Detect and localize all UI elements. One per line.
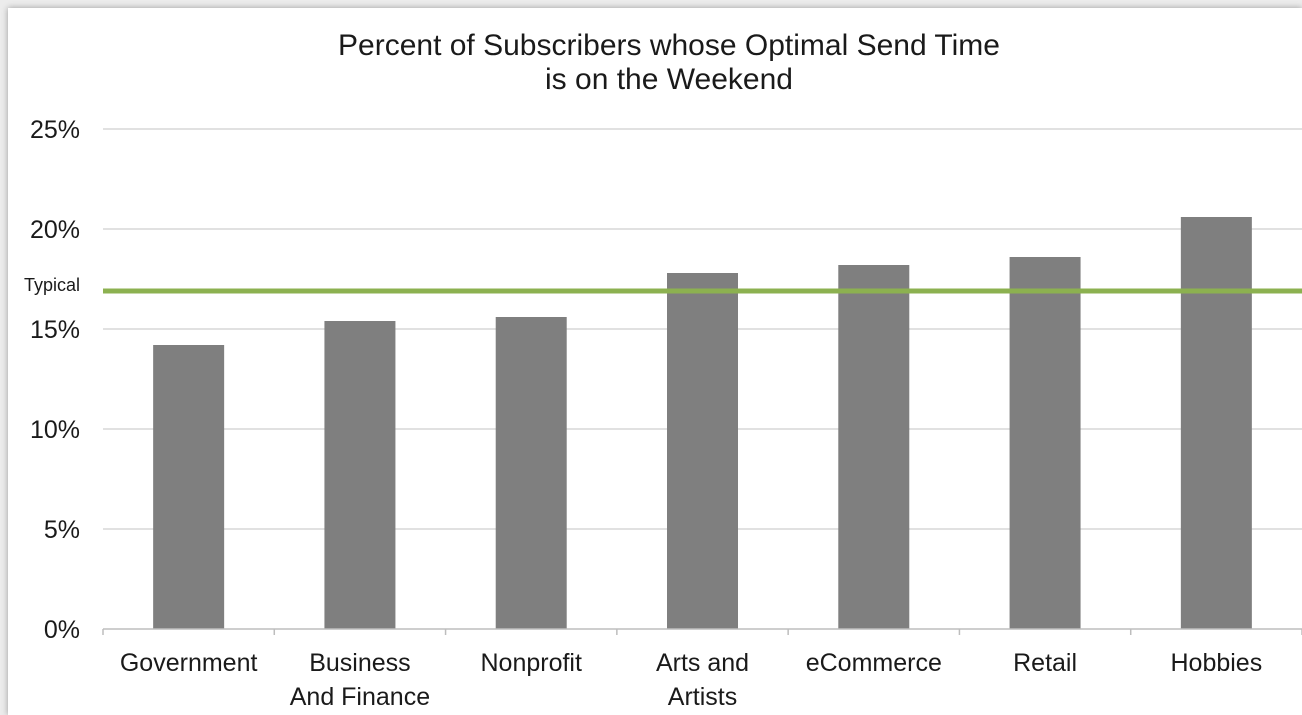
typical-label: Typical (24, 275, 80, 295)
x-axis (102, 628, 1302, 635)
x-category-label: Retail (1013, 649, 1077, 677)
bar (1180, 217, 1252, 629)
bar (324, 321, 396, 629)
y-tick-label: 25% (30, 116, 80, 144)
x-category-label: Artists (668, 683, 737, 711)
y-axis-ticks: 0% 5% 10% 15% 20% 25% (30, 116, 80, 644)
y-tick-label: 0% (44, 616, 80, 644)
bar (667, 273, 738, 629)
bar (838, 265, 910, 629)
typical-reference: Typical (24, 275, 1302, 295)
y-tick-label: 15% (30, 316, 80, 344)
y-tick-label: 10% (30, 416, 80, 444)
bar (495, 317, 567, 629)
x-axis-categories: Government Business And Finance Nonprofit Ar… (120, 649, 1262, 711)
y-tick-label: 5% (44, 516, 80, 544)
bar (153, 345, 225, 629)
y-tick-label: 20% (30, 216, 80, 244)
chart-title-line-2: is on the Weekend (545, 63, 793, 96)
x-category-label: Arts and (656, 649, 749, 677)
x-category-label: Hobbies (1170, 649, 1262, 677)
x-category-label: And Finance (290, 683, 430, 711)
bars (153, 217, 1252, 629)
x-category-label: Nonprofit (480, 649, 581, 677)
bar (1009, 257, 1081, 629)
x-category-label: Government (120, 649, 258, 677)
chart-title: Percent of Subscribers whose Optimal Sen… (338, 29, 1000, 96)
chart-title-line-1: Percent of Subscribers whose Optimal Sen… (338, 29, 1000, 62)
x-category-label: Business (309, 649, 410, 677)
x-category-label: eCommerce (806, 649, 942, 677)
